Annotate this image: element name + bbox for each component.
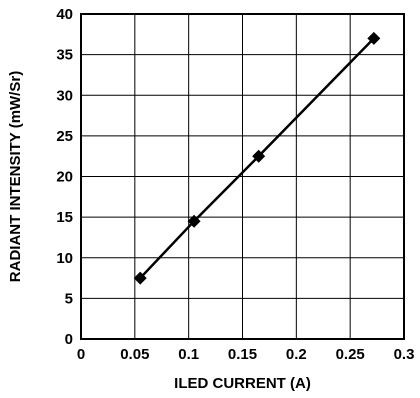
y-axis-label: RADIANT INTENSITY (mW/Sr) [7,71,24,282]
x-tick-label: 0.2 [286,346,307,363]
data-point-marker [133,271,147,285]
x-tick-label: 0.15 [228,346,257,363]
y-tick-label: 20 [56,169,73,186]
data-point-marker [252,149,266,163]
x-tick-label: 0.05 [120,346,149,363]
y-tick-label: 35 [56,47,73,64]
data-point-marker [187,214,201,228]
series-line [139,37,375,279]
y-tick-label: 40 [56,6,73,23]
data-point-marker [367,31,381,45]
x-axis-label: ILED CURRENT (A) [174,375,311,392]
y-tick-label: 0 [65,331,73,348]
x-tick-label: 0.1 [178,346,199,363]
y-tick-labels: 0 5 10 15 20 25 30 35 40 [56,6,73,348]
y-tick-label: 25 [56,128,73,145]
x-tick-label: 0.3 [394,346,415,363]
grid [80,13,405,340]
x-tick-label: 0 [77,346,85,363]
x-tick-labels: 0 0.05 0.1 0.15 0.2 0.25 0.3 [77,346,415,363]
x-tick-label: 0.25 [336,346,365,363]
y-tick-label: 30 [56,87,73,104]
y-tick-label: 5 [65,290,73,307]
y-tick-label: 15 [56,209,73,226]
y-tick-label: 10 [56,250,73,267]
plot-frame [80,13,405,340]
series-group [133,31,381,285]
